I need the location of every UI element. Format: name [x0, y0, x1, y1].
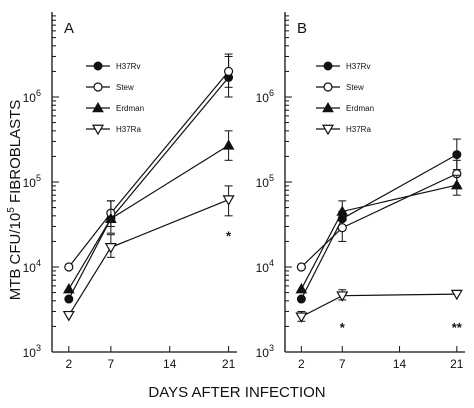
legend-label: H37Rv	[116, 62, 140, 71]
legend-marker	[93, 82, 103, 92]
x-tick-label: 21	[222, 357, 236, 371]
y-axis-title-text: MTB CFU/10	[7, 213, 24, 301]
y-tick-base: 10	[256, 91, 270, 105]
data-point	[104, 243, 117, 254]
legend-marker	[323, 61, 333, 71]
series-line	[300, 184, 457, 290]
legend-marker	[93, 61, 103, 71]
series-h37rv	[296, 138, 462, 304]
data-point	[452, 150, 462, 160]
series-stew	[296, 159, 462, 272]
y-tick-label: 104	[256, 258, 274, 275]
data-point	[450, 289, 463, 301]
y-tick-label: 106	[256, 88, 274, 105]
y-tick-label: 105	[256, 173, 274, 190]
data-point	[62, 283, 75, 294]
legend-label: Stew	[346, 83, 364, 92]
significance-marker: *	[226, 229, 232, 244]
y-axis-title-tail: FIBROBLASTS	[7, 100, 24, 208]
data-point	[64, 262, 74, 272]
data-point	[222, 139, 235, 150]
y-axis-title: MTB CFU/105 FIBROBLASTS	[6, 100, 24, 301]
data-point	[296, 294, 306, 304]
data-point	[336, 205, 349, 216]
series-h37ra	[295, 289, 463, 323]
significance-marker: **	[452, 320, 463, 335]
y-tick-base: 10	[256, 261, 270, 275]
x-tick-label: 2	[65, 357, 72, 371]
data-point	[222, 195, 235, 206]
y-tick-base: 10	[23, 261, 37, 275]
series-line	[68, 71, 230, 268]
y-tick-exponent: 6	[269, 88, 274, 98]
data-point	[62, 310, 75, 322]
panel-letter: A	[64, 20, 74, 37]
y-tick-base: 10	[256, 176, 270, 190]
y-tick-base: 10	[23, 346, 37, 360]
data-point	[105, 212, 117, 223]
panel-letter: B	[297, 20, 307, 37]
legend-marker	[322, 101, 334, 113]
x-tick-label: 14	[393, 357, 407, 371]
series-line	[300, 154, 458, 300]
series-erdman	[295, 174, 463, 294]
y-axis-title-superscript: 5	[6, 207, 17, 213]
y-tick-label: 103	[256, 343, 274, 360]
legend-label: H37Ra	[346, 125, 371, 134]
data-point	[296, 262, 306, 272]
legend-label: H37Rv	[346, 62, 370, 71]
series-h37ra	[62, 185, 235, 322]
data-point	[336, 291, 349, 302]
series-erdman	[62, 130, 235, 294]
x-tick-label: 2	[298, 357, 305, 371]
y-tick-label: 106	[23, 88, 41, 105]
legend-label: Erdman	[346, 104, 374, 113]
y-tick-exponent: 5	[36, 173, 41, 183]
data-point	[64, 294, 74, 304]
legend-label: Erdman	[116, 104, 144, 113]
y-tick-exponent: 3	[36, 343, 41, 353]
y-tick-base: 10	[23, 176, 37, 190]
series-line	[68, 199, 229, 316]
x-tick-label: 14	[163, 357, 177, 371]
y-tick-label: 103	[23, 343, 41, 360]
x-axis-title: DAYS AFTER INFECTION	[148, 384, 325, 401]
x-tick-label: 21	[450, 357, 464, 371]
data-point	[337, 223, 347, 233]
legend-label: H37Ra	[116, 125, 141, 134]
legend-marker	[323, 82, 333, 92]
series-line	[301, 293, 457, 318]
x-tick-label: 7	[339, 357, 346, 371]
x-tick-label: 7	[108, 357, 115, 371]
y-tick-exponent: 3	[269, 343, 274, 353]
y-tick-label: 105	[23, 173, 41, 190]
y-tick-label: 104	[23, 258, 41, 275]
series-h37rv	[64, 55, 234, 304]
significance-marker: *	[340, 320, 346, 335]
y-tick-base: 10	[256, 346, 270, 360]
y-tick-exponent: 6	[36, 88, 41, 98]
data-point	[223, 66, 234, 77]
data-point	[450, 179, 463, 190]
legend-marker	[92, 101, 104, 113]
data-point	[295, 312, 308, 323]
y-tick-base: 10	[23, 91, 37, 105]
series-line	[68, 77, 230, 300]
legend-label: Stew	[116, 83, 134, 92]
y-tick-exponent: 4	[36, 258, 41, 268]
legend-marker	[321, 124, 335, 136]
data-point	[295, 283, 308, 294]
legend-marker	[91, 124, 105, 136]
y-tick-exponent: 5	[269, 173, 274, 183]
y-tick-exponent: 4	[269, 258, 274, 268]
